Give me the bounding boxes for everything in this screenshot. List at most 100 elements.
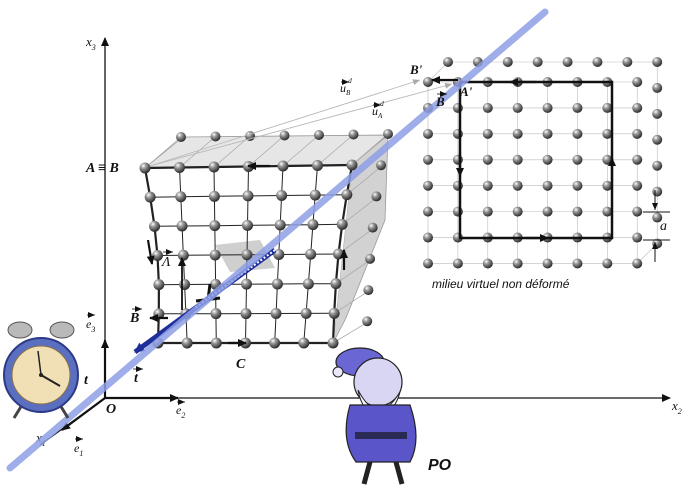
- atom: [333, 248, 344, 260]
- atom: [652, 108, 663, 119]
- atom: [512, 102, 523, 113]
- block-top-grid: [144, 133, 389, 344]
- top-depth-line: [144, 136, 182, 169]
- clock-leg-left: [12, 404, 24, 419]
- circuit-arrow-left: [146, 239, 155, 265]
- label-b-prime: B': [409, 62, 423, 77]
- character-belt: [355, 432, 407, 439]
- atom: [562, 57, 573, 67]
- atom: [241, 249, 253, 261]
- atom: [632, 154, 643, 165]
- atom: [176, 220, 188, 232]
- atom: [276, 190, 288, 201]
- atom: [175, 191, 187, 203]
- atom: [367, 222, 378, 233]
- atom: [512, 180, 523, 191]
- atom: [363, 285, 374, 296]
- atom: [632, 232, 643, 243]
- atom: [309, 189, 321, 201]
- atom: [362, 316, 373, 327]
- atom: [652, 82, 663, 93]
- atom: [572, 258, 583, 269]
- side-depth-line: [351, 133, 389, 166]
- atom: [652, 186, 663, 197]
- label-b-left: B: [129, 311, 139, 326]
- side-depth-line: [346, 164, 384, 195]
- undeformed-lattice: [423, 57, 670, 269]
- atom: [423, 180, 433, 191]
- atom: [632, 258, 643, 269]
- atom: [602, 180, 613, 191]
- atom: [346, 159, 358, 171]
- atom: [512, 154, 523, 165]
- atom: [632, 77, 643, 87]
- atom: [542, 128, 553, 139]
- atom: [240, 308, 252, 320]
- atom: [482, 102, 493, 113]
- label-c: C: [236, 357, 246, 372]
- atom: [314, 130, 324, 140]
- atom: [652, 57, 663, 67]
- atom: [423, 128, 433, 139]
- atom: [482, 128, 493, 139]
- coordinate-axes: [39, 37, 671, 446]
- alarm-clock: [3, 321, 79, 419]
- atom: [482, 206, 493, 217]
- clock-hand-hour: [40, 374, 61, 387]
- atom: [482, 180, 493, 191]
- top-depth-line: [317, 134, 354, 166]
- character-hat-pompom: [332, 366, 344, 378]
- atom: [602, 102, 613, 113]
- atom: [179, 279, 191, 290]
- atom: [572, 180, 583, 191]
- atom: [210, 337, 222, 349]
- atom: [512, 206, 523, 217]
- atom: [274, 219, 286, 231]
- clock-hand-minute: [37, 350, 42, 376]
- atom: [443, 57, 453, 67]
- atom: [632, 180, 643, 191]
- atom: [269, 337, 281, 349]
- atom: [383, 129, 393, 139]
- atom: [532, 57, 543, 67]
- atom: [632, 206, 643, 217]
- label-a-eq-b: A ≡ B: [85, 161, 119, 176]
- atom: [336, 218, 348, 230]
- clock-leg-right: [58, 404, 70, 419]
- atom: [452, 180, 463, 191]
- top-depth-line: [179, 136, 216, 168]
- atom: [592, 57, 603, 67]
- atom: [371, 191, 382, 202]
- label-u-b: uBd: [340, 77, 352, 97]
- clock-center: [39, 373, 43, 377]
- atom: [271, 278, 283, 290]
- atom: [330, 278, 342, 290]
- atom: [139, 162, 151, 174]
- clock-bell-left: [7, 321, 33, 339]
- lattice-caption: milieu virtuel non déformé: [432, 277, 570, 291]
- e3-label: e3: [86, 317, 95, 334]
- atom: [210, 131, 221, 142]
- atom: [572, 128, 583, 139]
- atom: [279, 130, 290, 141]
- atom: [181, 337, 193, 349]
- atom: [210, 308, 222, 320]
- atom: [174, 162, 185, 173]
- character-leg-left: [361, 461, 373, 485]
- atom: [602, 128, 613, 139]
- atom: [423, 258, 433, 269]
- atom: [176, 132, 186, 142]
- atom: [512, 128, 523, 139]
- atom: [542, 180, 553, 191]
- atom: [482, 258, 493, 269]
- atom: [209, 220, 221, 232]
- atom: [307, 219, 319, 231]
- atom: [302, 278, 314, 290]
- e1-vector: [61, 397, 106, 431]
- atom: [341, 189, 353, 201]
- label-t-vector: t: [134, 371, 139, 386]
- top-depth-line: [282, 134, 320, 167]
- atom: [542, 258, 553, 269]
- character-leg-right: [393, 461, 405, 485]
- atom: [622, 57, 633, 67]
